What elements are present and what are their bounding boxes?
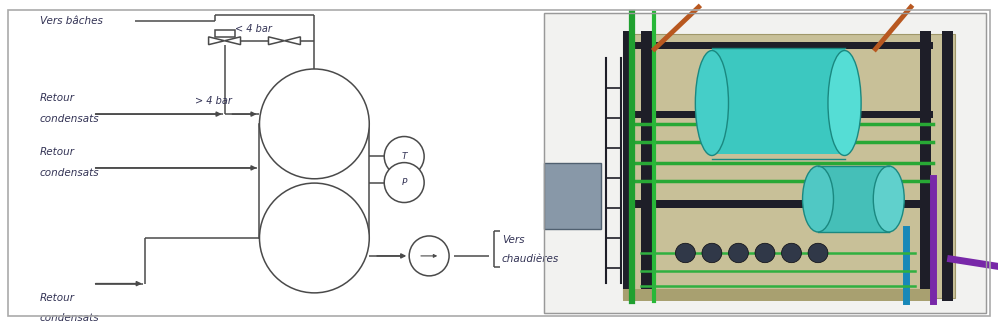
Ellipse shape xyxy=(384,163,424,202)
Text: condensats: condensats xyxy=(40,114,100,124)
Text: P: P xyxy=(401,178,407,187)
Polygon shape xyxy=(268,37,284,45)
Bar xyxy=(624,41,933,49)
Text: T: T xyxy=(401,152,407,161)
Bar xyxy=(624,200,933,208)
Text: > 4 bar: > 4 bar xyxy=(195,96,232,106)
Text: condensats: condensats xyxy=(40,168,100,178)
Ellipse shape xyxy=(873,166,904,232)
Bar xyxy=(818,166,889,232)
Ellipse shape xyxy=(384,137,424,176)
Bar xyxy=(544,13,986,313)
Ellipse shape xyxy=(802,166,833,232)
Ellipse shape xyxy=(696,51,729,156)
Ellipse shape xyxy=(781,243,801,263)
Ellipse shape xyxy=(828,51,861,156)
Bar xyxy=(215,30,235,37)
Bar xyxy=(942,31,953,301)
Text: Retour: Retour xyxy=(40,293,75,303)
Text: Retour: Retour xyxy=(40,147,75,156)
Ellipse shape xyxy=(808,243,828,263)
Ellipse shape xyxy=(755,243,774,263)
Bar xyxy=(624,293,933,301)
Text: chaudières: chaudières xyxy=(502,254,559,264)
Text: < 4 bar: < 4 bar xyxy=(235,24,271,34)
Bar xyxy=(544,163,602,229)
Ellipse shape xyxy=(259,183,369,293)
Text: Vers: Vers xyxy=(502,235,525,244)
Ellipse shape xyxy=(409,236,449,276)
Polygon shape xyxy=(225,37,241,45)
Text: condensats: condensats xyxy=(40,313,100,323)
Bar xyxy=(624,111,933,118)
Text: Retour: Retour xyxy=(40,93,75,103)
Bar xyxy=(712,49,844,154)
Bar xyxy=(544,13,986,313)
Ellipse shape xyxy=(676,243,696,263)
Bar xyxy=(544,13,986,313)
Bar xyxy=(260,124,368,238)
Bar xyxy=(624,31,635,301)
Bar xyxy=(259,124,369,238)
Bar xyxy=(624,289,933,301)
Bar xyxy=(920,31,931,301)
Ellipse shape xyxy=(729,243,748,263)
Ellipse shape xyxy=(702,243,722,263)
Polygon shape xyxy=(284,37,300,45)
Polygon shape xyxy=(209,37,225,45)
Text: Vers bâches: Vers bâches xyxy=(40,16,103,26)
Ellipse shape xyxy=(259,69,369,179)
Bar xyxy=(641,31,653,301)
Bar xyxy=(624,34,955,298)
